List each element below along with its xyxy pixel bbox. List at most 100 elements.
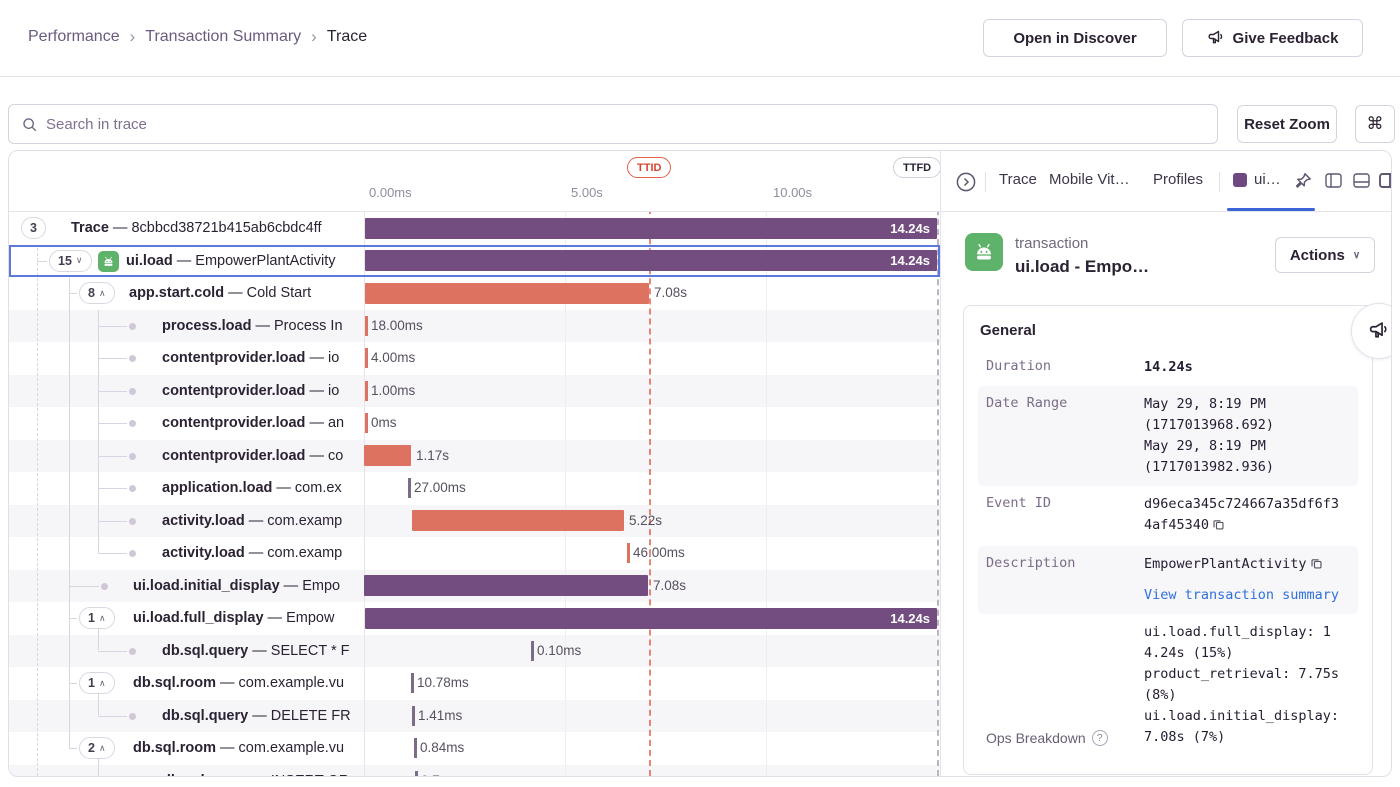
shortcuts-button[interactable]: ⌘	[1355, 105, 1395, 143]
trace-row[interactable]: activity.load — com.examp 46.00ms	[9, 537, 940, 570]
timeline-header: 0.00ms 5.00s 10.00s	[9, 151, 940, 212]
detail-label: Event ID	[986, 495, 1052, 511]
actions-button[interactable]: Actions ∨	[1275, 237, 1375, 273]
chevron-up-icon: ∧	[98, 742, 106, 753]
breadcrumb-transaction-summary[interactable]: Transaction Summary	[145, 28, 302, 45]
chevron-down-icon: ∨	[1352, 249, 1361, 261]
span-count-chip[interactable]: 3	[21, 217, 46, 239]
span-duration-tick[interactable]	[365, 380, 368, 401]
layout-left-panel-icon[interactable]	[1325, 173, 1342, 193]
trace-row[interactable]: 1 ∧ ui.load.full_display — Empow 14.24s	[9, 602, 940, 635]
expand-drawer-icon[interactable]	[955, 171, 977, 198]
span-label: db.sql.query — DELETE FR	[162, 707, 351, 724]
trace-row[interactable]: ui.load.initial_display — Empo 7.08s	[9, 569, 940, 602]
trace-row[interactable]: 8 ∧ app.start.cold — Cold Start 7.08s	[9, 277, 940, 310]
search-input[interactable]	[46, 115, 1205, 133]
span-duration-tick[interactable]	[531, 640, 534, 661]
give-feedback-label: Give Feedback	[1232, 29, 1339, 47]
trace-row[interactable]: activity.load — com.examp 5.22s	[9, 504, 940, 537]
trace-row[interactable]: 1 ∧ db.sql.room — com.example.vu 10.78ms	[9, 667, 940, 700]
span-count-chip[interactable]: 1 ∧	[79, 672, 115, 694]
trace-row[interactable]: 2 ∧ db.sql.room — com.example.vu 0.84ms	[9, 732, 940, 765]
chevron-down-icon: ∨	[75, 255, 83, 265]
span-duration-label: 0.84ms	[420, 740, 465, 755]
open-in-discover-label: Open in Discover	[1013, 29, 1137, 47]
breadcrumb-performance[interactable]: Performance	[28, 28, 120, 45]
span-label: contentprovider.load — co	[162, 447, 344, 464]
trace-row[interactable]: contentprovider.load — an 0ms	[9, 407, 940, 440]
span-dot-icon	[129, 420, 136, 427]
span-duration-bar[interactable]	[364, 575, 648, 597]
span-count-chip[interactable]: 2 ∧	[79, 737, 115, 759]
layout-bottom-panel-icon[interactable]	[1353, 173, 1370, 193]
span-duration-bar[interactable]: 14.24s	[365, 217, 937, 239]
ttid-badge[interactable]: TTID	[627, 157, 672, 178]
span-label: Trace — 8cbbcd38721b415ab6cbdc4ff	[71, 220, 322, 236]
tab-profiles[interactable]: Profiles	[1153, 171, 1204, 188]
span-duration-tick[interactable]	[627, 543, 630, 563]
detail-value-line: (1717013982.936)	[1144, 459, 1275, 475]
span-duration-bar[interactable]: 14.24s	[365, 250, 937, 272]
span-label: app.start.cold — Cold Start	[129, 285, 312, 301]
trace-row[interactable]: application.load — com.ex 27.00ms	[9, 472, 940, 505]
copy-icon[interactable]	[1212, 517, 1225, 538]
active-tab-underline	[1227, 208, 1315, 211]
general-fields: Duration 14.24s Date Range May 29, 8:19 PM (…	[978, 349, 1358, 756]
span-duration-bar[interactable]	[365, 282, 649, 304]
feedback-float-button[interactable]	[1351, 303, 1391, 359]
search-bar[interactable]	[8, 104, 1218, 144]
span-duration-bar[interactable]	[364, 445, 411, 467]
span-duration-tick[interactable]	[365, 413, 368, 433]
span-duration-label: 7.08s	[654, 285, 688, 300]
span-duration-tick[interactable]	[412, 705, 415, 726]
trace-row[interactable]: process.load — Process In 18.00ms	[9, 309, 940, 342]
view-transaction-summary-link[interactable]: View transaction summary	[1144, 587, 1340, 603]
trace-end-line	[937, 159, 939, 776]
span-duration-bar[interactable]: 14.24s	[365, 607, 937, 629]
span-duration-label: 7.08s	[653, 577, 687, 593]
trace-row[interactable]: contentprovider.load — co 1.17s	[9, 439, 940, 472]
span-duration-tick[interactable]	[365, 348, 368, 368]
trace-row[interactable]: contentprovider.load — io 1.00ms	[9, 374, 940, 407]
span-count-chip[interactable]: 8 ∧	[79, 282, 115, 304]
span-duration-tick[interactable]	[415, 770, 418, 776]
trace-row[interactable]: db.sql.query — DELETE FR 1.41ms	[9, 699, 940, 732]
detail-value-line: May 29, 8:19 PM	[1144, 438, 1266, 454]
span-label: activity.load — com.examp	[162, 512, 343, 529]
detail-value: EmpowerPlantActivity View transaction sum…	[1144, 554, 1340, 606]
span-duration-tick[interactable]	[414, 738, 417, 758]
tab-mobile-vitals[interactable]: Mobile Vit…	[1049, 171, 1130, 188]
layout-right-panel-icon[interactable]	[1379, 173, 1391, 193]
time-tick-0: 0.00ms	[369, 185, 412, 200]
span-dot-icon	[129, 550, 136, 557]
span-dot-icon	[129, 322, 136, 330]
trace-row[interactable]: db.sql.query — INSERT OR 0.7	[9, 764, 940, 776]
span-duration-bar[interactable]	[412, 510, 624, 532]
span-duration-tick[interactable]	[408, 478, 411, 498]
trace-row[interactable]: db.sql.query — SELECT * F 0.10ms	[9, 634, 940, 667]
chevron-up-icon: ∧	[98, 612, 106, 623]
pin-tab-icon[interactable]	[1293, 171, 1313, 196]
span-duration-tick[interactable]	[365, 315, 368, 336]
trace-row[interactable]: 3 Trace — 8cbbcd38721b415ab6cbdc4ff 14.24s	[9, 212, 940, 245]
span-dot-icon	[129, 355, 136, 362]
ttfd-badge[interactable]: TTFD	[893, 157, 942, 178]
give-feedback-button[interactable]: Give Feedback	[1182, 19, 1363, 57]
span-count-chip[interactable]: 1 ∧	[79, 607, 115, 629]
chevron-up-icon: ∧	[98, 287, 106, 298]
reset-zoom-button[interactable]: Reset Zoom	[1237, 105, 1337, 143]
trace-row[interactable]: contentprovider.load — io 4.00ms	[9, 342, 940, 375]
span-duration-label: 0.10ms	[537, 642, 582, 658]
breadcrumb-separator-icon: ›	[129, 27, 136, 46]
copy-icon[interactable]	[1310, 556, 1323, 577]
drawer-tab-bar: Trace Mobile Vit… Profiles ui…	[941, 151, 1391, 212]
tab-trace[interactable]: Trace	[999, 171, 1037, 188]
open-in-discover-button[interactable]: Open in Discover	[983, 19, 1167, 57]
span-duration-tick[interactable]	[411, 673, 414, 693]
tab-ui-load-pinned[interactable]: ui…	[1233, 171, 1281, 188]
trace-row[interactable]: 15 ∨ ui.load — EmpowerPlantActivity 14.24s	[9, 244, 940, 277]
help-icon[interactable]: ?	[1091, 730, 1108, 746]
span-duration-label: 10.78ms	[417, 675, 469, 690]
span-count-chip[interactable]: 15 ∨	[49, 249, 92, 272]
detail-label: Duration	[986, 358, 1052, 374]
